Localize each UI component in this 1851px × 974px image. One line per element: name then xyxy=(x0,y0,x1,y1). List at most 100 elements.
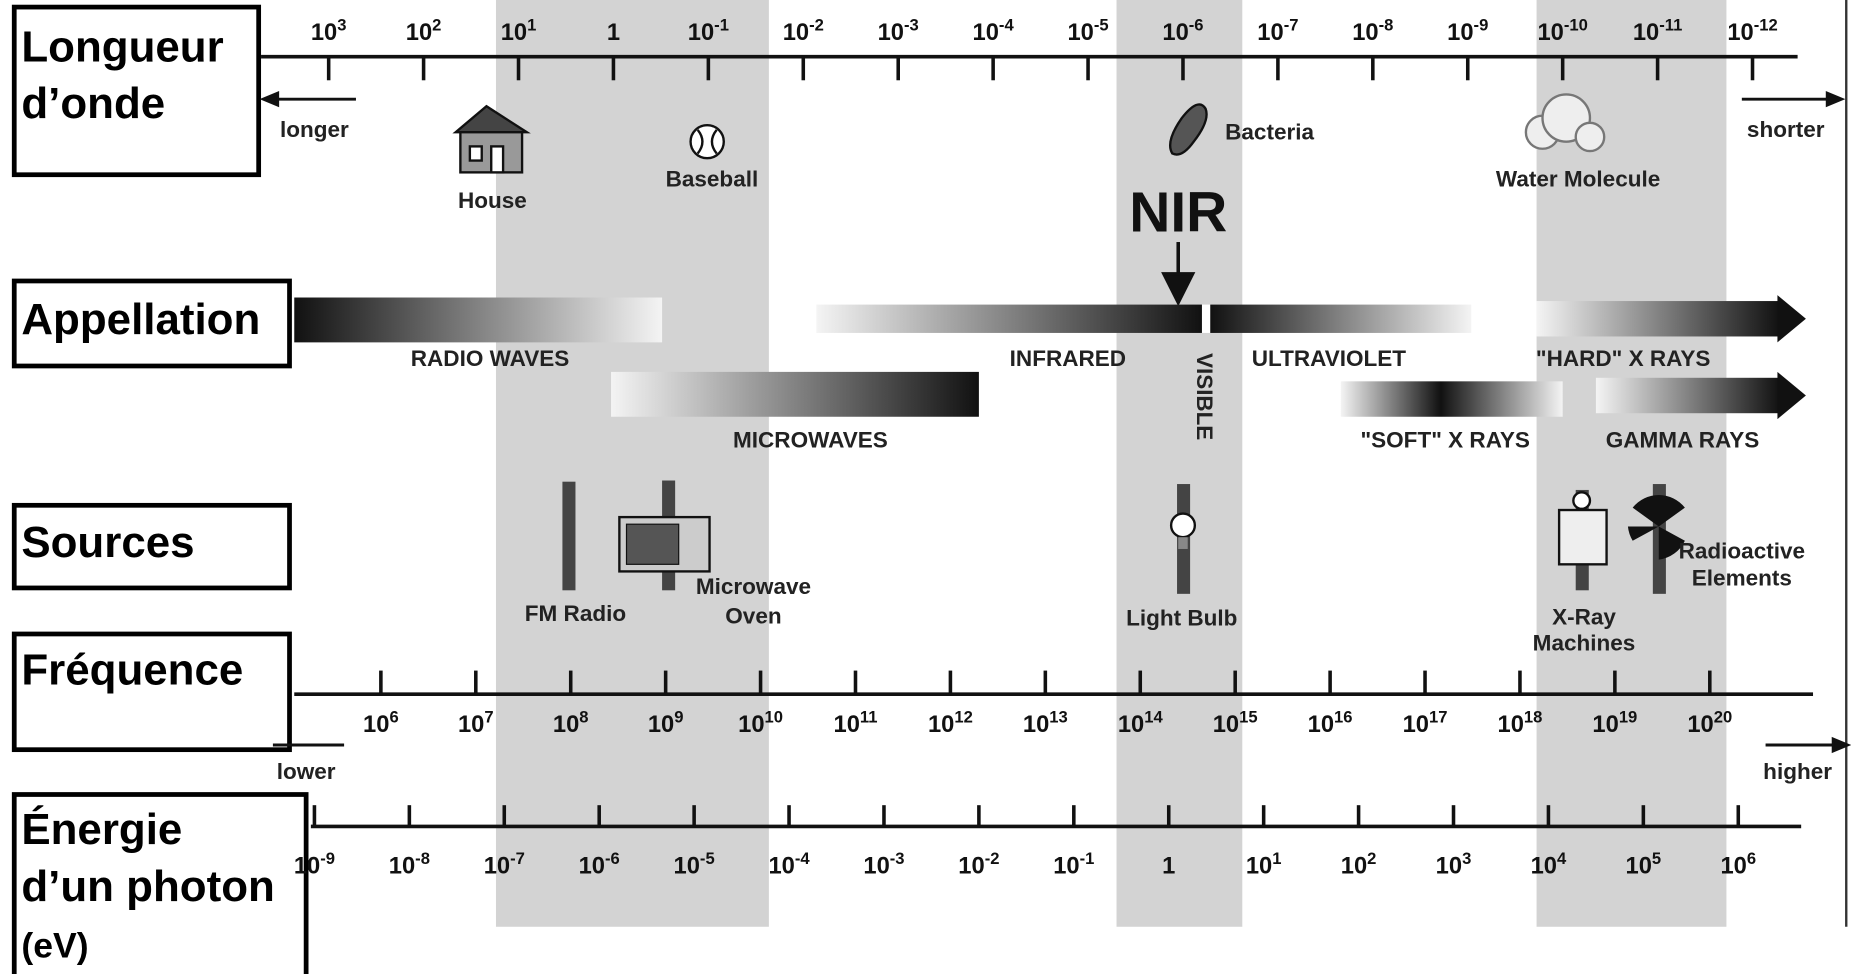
tick-base: 10 xyxy=(1720,854,1746,880)
band-label: VISIBLE xyxy=(1192,353,1217,440)
row-label: Appellation xyxy=(21,295,260,344)
tick-base: 10 xyxy=(1213,712,1239,738)
spectrum-diagram: Longueur d’onde Appellation Sources Fréq… xyxy=(0,0,1851,974)
tick-exponent: 1 xyxy=(1272,849,1281,868)
tick-exponent: -8 xyxy=(1379,16,1394,35)
tick-exponent: 17 xyxy=(1429,708,1447,727)
direction-label: lower xyxy=(277,759,336,784)
tick-exponent: 16 xyxy=(1334,708,1352,727)
tick-base: 10 xyxy=(294,854,320,880)
tick-label: 10-9 xyxy=(1447,16,1488,46)
tick-label: 10-3 xyxy=(878,16,919,46)
tick-base: 10 xyxy=(1447,20,1473,46)
tick-exponent: 7 xyxy=(484,708,493,727)
source-label: Microwave xyxy=(696,574,811,599)
tick-base: 10 xyxy=(458,712,484,738)
tick-label: 10-7 xyxy=(1257,16,1298,46)
tick-base: 10 xyxy=(834,712,860,738)
tick-label: 1018 xyxy=(1498,708,1543,738)
tick-base: 10 xyxy=(1436,854,1462,880)
tick-base: 10 xyxy=(1023,712,1049,738)
tick-label: 1013 xyxy=(1023,708,1068,738)
tick-base: 10 xyxy=(1341,854,1367,880)
tick-base: 10 xyxy=(484,854,510,880)
tick-base: 1 xyxy=(1162,854,1175,880)
tick-base: 10 xyxy=(1633,20,1659,46)
tick-base: 10 xyxy=(501,20,527,46)
tick-exponent: -12 xyxy=(1754,16,1778,35)
row-label: d’onde xyxy=(21,79,165,128)
tick-exponent: -4 xyxy=(999,16,1015,35)
tick-exponent: 9 xyxy=(674,708,683,727)
tick-base: 10 xyxy=(928,712,954,738)
source-label: FM Radio xyxy=(525,601,626,626)
source-label: Elements xyxy=(1692,566,1792,591)
tick-exponent: 10 xyxy=(765,708,783,727)
tick-label: 10-3 xyxy=(863,849,904,879)
tick-base: 10 xyxy=(389,854,415,880)
tick-exponent: -6 xyxy=(605,849,620,868)
tick-exponent: 11 xyxy=(860,708,878,727)
tick-exponent: 5 xyxy=(1652,849,1661,868)
band-label: "HARD" X RAYS xyxy=(1536,346,1710,371)
tick-base: 10 xyxy=(648,712,674,738)
tick-base: 10 xyxy=(1687,712,1713,738)
tick-base: 10 xyxy=(363,712,389,738)
tick-label: 1011 xyxy=(834,708,878,738)
tick-exponent: 14 xyxy=(1144,708,1163,727)
tick-exponent: -1 xyxy=(714,16,729,35)
object-label: Bacteria xyxy=(1225,119,1314,144)
direction-label: shorter xyxy=(1747,117,1825,142)
tick-label: 10-2 xyxy=(958,849,999,879)
tick-base: 1 xyxy=(607,20,620,46)
tick-label: 1015 xyxy=(1213,708,1258,738)
tick-exponent: 3 xyxy=(337,16,346,35)
tick-exponent: -4 xyxy=(795,849,811,868)
tick-label: 103 xyxy=(311,16,347,46)
band-label: MICROWAVES xyxy=(733,427,888,452)
row-label: Énergie xyxy=(21,804,182,854)
source-label: Machines xyxy=(1533,631,1636,656)
tick-label: 1 xyxy=(1162,854,1175,880)
object-label: Baseball xyxy=(666,167,759,192)
tick-exponent: 15 xyxy=(1239,708,1257,727)
tick-base: 10 xyxy=(1498,712,1524,738)
tick-base: 10 xyxy=(1308,712,1334,738)
tick-base: 10 xyxy=(579,854,605,880)
tick-exponent: -2 xyxy=(809,16,824,35)
tick-exponent: -1 xyxy=(1080,849,1095,868)
source-label: Light Bulb xyxy=(1126,606,1237,631)
tick-label: 10-2 xyxy=(783,16,824,46)
tick-label: 10-12 xyxy=(1727,16,1777,46)
tick-base: 10 xyxy=(1537,20,1563,46)
tick-base: 10 xyxy=(768,854,794,880)
source-label: Oven xyxy=(725,603,781,628)
tick-exponent: 2 xyxy=(1367,849,1376,868)
band-label: INFRARED xyxy=(1010,346,1126,371)
tick-base: 10 xyxy=(688,20,714,46)
tick-exponent: 19 xyxy=(1619,708,1637,727)
source-label: Radioactive xyxy=(1679,538,1805,563)
row-label: Sources xyxy=(21,518,194,567)
object-label: Water Molecule xyxy=(1496,167,1660,192)
tick-exponent: -7 xyxy=(510,849,525,868)
tick-base: 10 xyxy=(1727,20,1753,46)
tick-exponent: 2 xyxy=(432,16,441,35)
tick-base: 10 xyxy=(674,854,700,880)
tick-base: 10 xyxy=(1531,854,1557,880)
tick-label: 102 xyxy=(1341,849,1377,879)
tick-label: 1010 xyxy=(738,708,783,738)
band-label: GAMMA RAYS xyxy=(1606,427,1760,452)
tick-base: 10 xyxy=(1352,20,1378,46)
tick-base: 10 xyxy=(1246,854,1272,880)
tick-exponent: 1 xyxy=(527,16,536,35)
tick-base: 10 xyxy=(1067,20,1093,46)
tick-exponent: 20 xyxy=(1714,708,1732,727)
tick-base: 10 xyxy=(958,854,984,880)
tick-base: 10 xyxy=(311,20,337,46)
baseball-icon xyxy=(691,125,724,158)
tick-label: 1016 xyxy=(1308,708,1353,738)
tick-label: 102 xyxy=(406,16,442,46)
tick-label: 107 xyxy=(458,708,494,738)
tick-exponent: 3 xyxy=(1462,849,1471,868)
